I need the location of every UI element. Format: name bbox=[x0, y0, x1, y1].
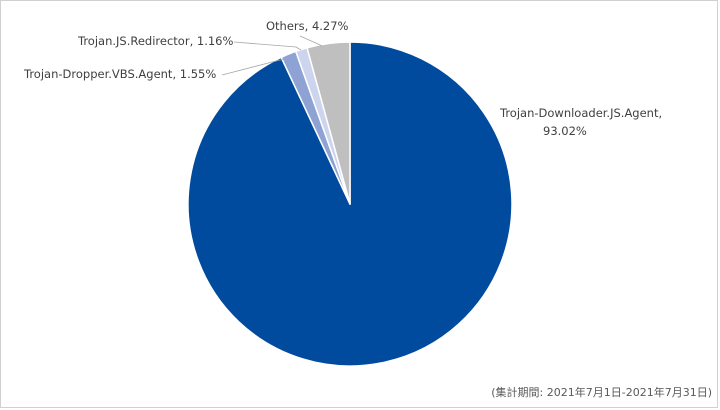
leader-line-others bbox=[299, 35, 323, 47]
pie-slices bbox=[187, 41, 513, 367]
period-footnote: (集計期間: 2021年7月1日-2021年7月31日) bbox=[491, 386, 712, 399]
pie-slice-others bbox=[306, 41, 351, 205]
label-dropper: Trojan-Dropper.VBS.Agent, 1.55% bbox=[23, 67, 216, 81]
label-others: Others, 4.27% bbox=[266, 19, 349, 33]
label-redirector: Trojan.JS.Redirector, 1.16% bbox=[77, 34, 233, 48]
leader-lines bbox=[221, 35, 323, 76]
leader-line-dropper bbox=[221, 58, 289, 76]
label-downloader-name: Trojan-Downloader.JS.Agent, bbox=[499, 106, 662, 120]
label-downloader-value: 93.02% bbox=[543, 124, 587, 138]
leader-line-redirector bbox=[233, 41, 302, 51]
data-labels: Trojan-Downloader.JS.Agent, 93.02% Troja… bbox=[23, 19, 662, 138]
